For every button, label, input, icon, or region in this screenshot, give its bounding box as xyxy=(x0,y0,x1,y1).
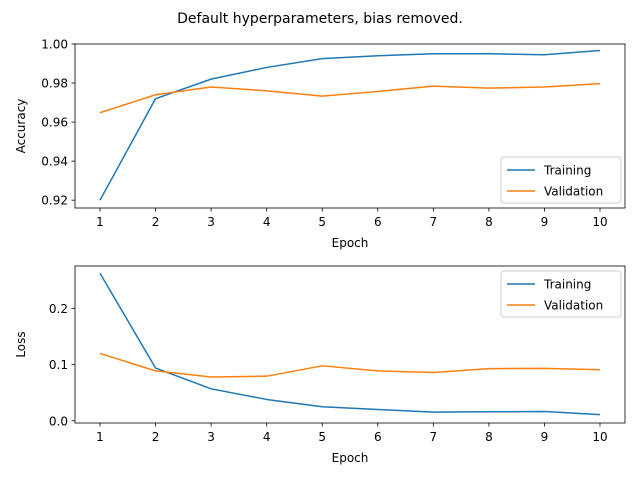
accuracy-legend: Training Validation xyxy=(500,156,622,204)
accuracy-x-tick-label: 2 xyxy=(152,215,160,229)
accuracy-y-ticks: 0.92 0.94 0.96 0.98 1.00 xyxy=(41,38,75,208)
loss-training-line xyxy=(99,272,601,416)
loss-y-tick-label: 0.2 xyxy=(49,302,68,316)
accuracy-y-tick-label: 0.92 xyxy=(41,194,68,208)
loss-y-ticks: 0.0 0.1 0.2 xyxy=(49,302,75,428)
accuracy-x-tick-label: 10 xyxy=(592,215,607,229)
loss-y-tick-label: 0.1 xyxy=(49,358,68,372)
accuracy-x-ticks: 1 2 3 4 5 6 7 8 9 10 xyxy=(96,208,608,229)
accuracy-x-tick-label: 1 xyxy=(96,215,104,229)
loss-x-tick-label: 7 xyxy=(430,430,438,444)
accuracy-y-tick-label: 1.00 xyxy=(41,38,68,52)
accuracy-x-tick-label: 7 xyxy=(430,215,438,229)
accuracy-legend-label-training: Training xyxy=(543,164,591,178)
loss-x-ticks: 1 2 3 4 5 6 7 8 9 10 xyxy=(96,423,608,444)
accuracy-x-tick-label: 6 xyxy=(374,215,382,229)
loss-x-tick-label: 9 xyxy=(541,430,549,444)
accuracy-y-tick-label: 0.96 xyxy=(41,116,68,130)
loss-x-axis-label: Epoch xyxy=(332,451,369,465)
chart-title: Default hyperparameters, bias removed. xyxy=(177,11,463,27)
accuracy-x-tick-label: 3 xyxy=(207,215,215,229)
loss-x-tick-label: 6 xyxy=(374,430,382,444)
accuracy-x-tick-label: 8 xyxy=(485,215,493,229)
loss-y-axis-label: Loss xyxy=(14,331,28,357)
accuracy-y-tick-label: 0.98 xyxy=(41,77,68,91)
loss-axes-frame xyxy=(74,265,626,424)
loss-legend-label-validation: Validation xyxy=(544,299,603,313)
loss-x-tick-label: 8 xyxy=(485,430,493,444)
accuracy-x-tick-label: 5 xyxy=(318,215,326,229)
accuracy-lines xyxy=(99,49,601,201)
accuracy-subplot: 1 2 3 4 5 6 7 8 9 10 0.92 0.94 0.96 0.98 1.00 Epoch A… xyxy=(14,38,626,250)
loss-subplot: 1 2 3 4 5 6 7 8 9 10 0.0 0.1 0.2 Epoch Loss Trainin… xyxy=(14,265,626,465)
accuracy-x-tick-label: 4 xyxy=(263,215,271,229)
loss-x-tick-label: 1 xyxy=(96,430,104,444)
accuracy-x-tick-label: 9 xyxy=(541,215,549,229)
accuracy-y-axis-label: Accuracy xyxy=(14,99,28,154)
loss-x-tick-label: 10 xyxy=(592,430,607,444)
loss-x-tick-label: 3 xyxy=(207,430,215,444)
loss-y-tick-label: 0.0 xyxy=(49,414,68,428)
loss-x-tick-label: 5 xyxy=(318,430,326,444)
accuracy-y-tick-label: 0.94 xyxy=(41,155,68,169)
loss-validation-line xyxy=(99,352,601,378)
accuracy-legend-label-validation: Validation xyxy=(544,185,603,199)
accuracy-x-axis-label: Epoch xyxy=(332,236,369,250)
accuracy-training-line xyxy=(99,49,601,201)
loss-x-tick-label: 2 xyxy=(152,430,160,444)
loss-legend: Training Validation xyxy=(500,270,622,318)
loss-lines xyxy=(99,272,601,416)
accuracy-validation-line xyxy=(99,82,601,114)
loss-legend-label-training: Training xyxy=(543,278,591,292)
loss-x-tick-label: 4 xyxy=(263,430,271,444)
accuracy-axes-frame xyxy=(74,43,626,209)
